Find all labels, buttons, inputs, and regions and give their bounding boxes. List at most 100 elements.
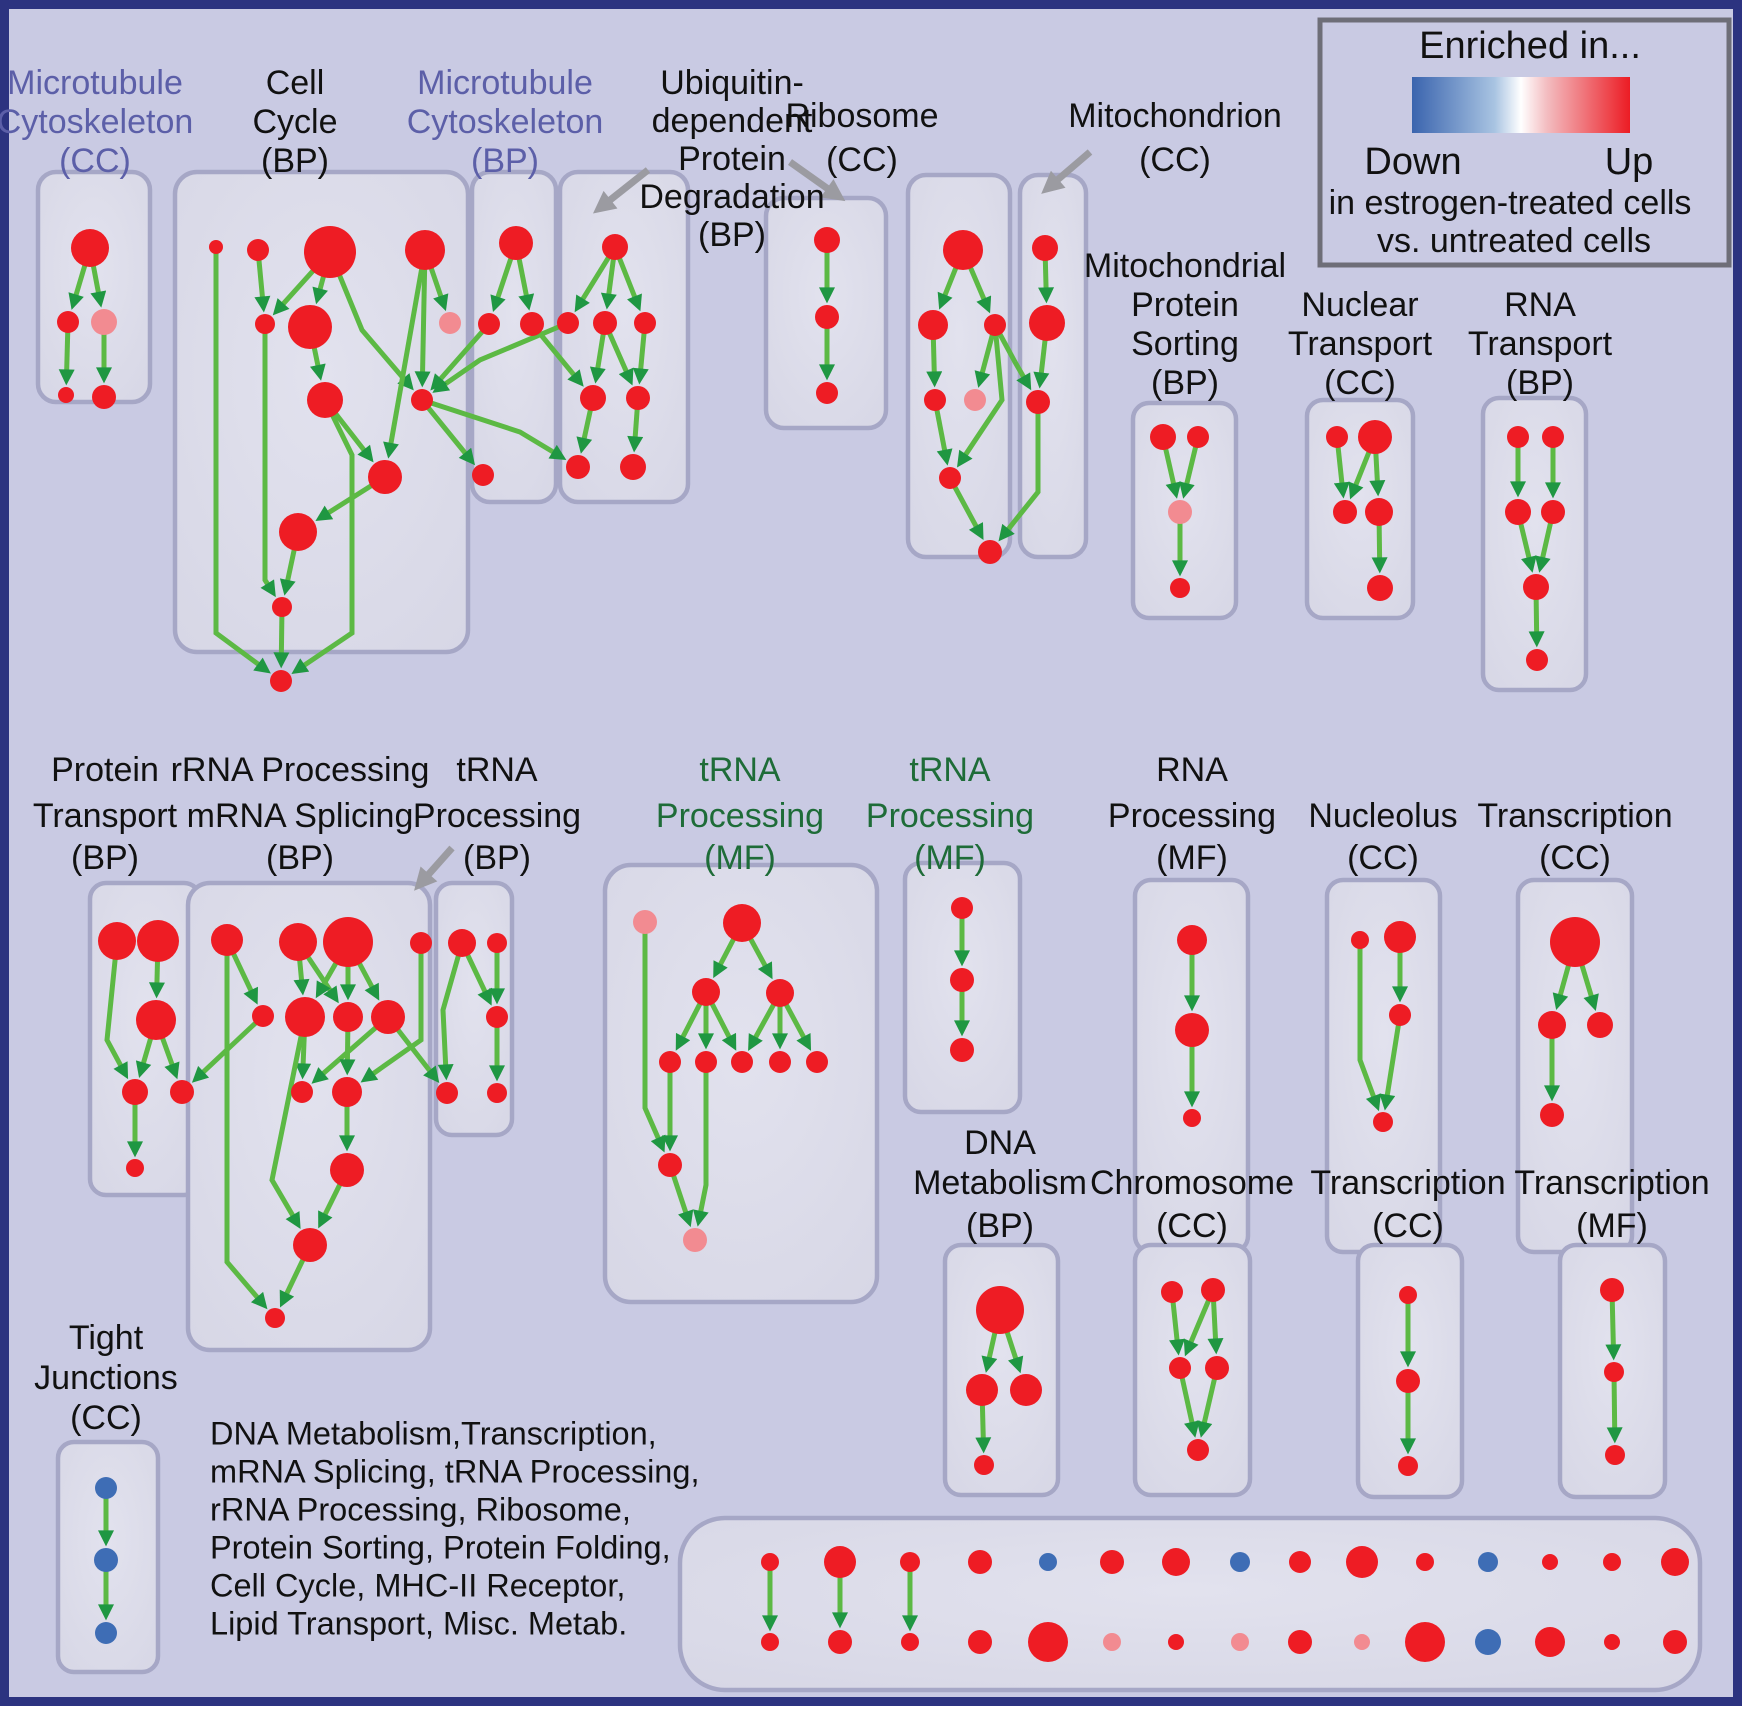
cluster-label-cell-cycle-bp-line3: (BP) [261, 142, 329, 180]
cluster-label-transcription-cc-bot-line2: (CC) [1372, 1207, 1444, 1245]
edge-pt.a-to-pt.d [104, 940, 129, 1080]
cluster-label-rna-transport-bp-line3: (BP) [1506, 364, 1574, 402]
edge-nu.c-to-nu.d [1379, 1014, 1403, 1111]
go-term-node-up-chr.b [1201, 1278, 1225, 1302]
go-term-node-up-cc.n [270, 670, 292, 692]
cluster-label-mt-cytoskeleton-bp-line2: Cytoskeleton [407, 103, 604, 141]
misc-categories-text-line4: Protein Sorting, Protein Folding, [210, 1530, 671, 1566]
cluster-label-trna-processing-mf-1-line3: (MF) [704, 839, 776, 877]
go-term-node-up-nu.a [1351, 931, 1369, 949]
cluster-label-rrna-processing-bp-line2: mRNA Splicing [187, 797, 414, 835]
go-term-node-up-ms.a [1150, 424, 1176, 450]
cluster-box-misc-enrichment-strip [677, 1515, 1703, 1693]
go-term-node-up-mtcc.d [58, 387, 74, 403]
cluster-box-ubiquitin-degradation-bp-1 [557, 169, 691, 505]
go-term-node-up-rib.ml [918, 310, 948, 340]
edge-cc.i-to-mtbp.k [420, 398, 476, 466]
cluster-label-trna-processing-mf-2-line2: Processing [866, 797, 1034, 835]
go-term-node-up-tbp.a [448, 929, 476, 957]
go-term-node-up-tmf.c [1605, 1445, 1625, 1465]
go-term-node-up-tm2.b [950, 968, 974, 992]
go-term-node-up-mtbp.k [472, 464, 494, 486]
go-term-node-up-tm1.c3 [731, 1051, 753, 1073]
go-term-node-up-chr.e [1187, 1439, 1209, 1461]
edge-nu.a-to-nu.d [1357, 940, 1381, 1112]
cluster-label-ubiquitin-degradation-bp-line4: Degradation [639, 178, 824, 216]
edge-rib.mr-to-rib.f2 [956, 324, 1005, 468]
go-term-node-up-ms.b [1187, 426, 1209, 448]
go-term-node-up-tm1.c1 [659, 1051, 681, 1073]
go-term-node-up-mtcc.a [71, 229, 109, 267]
go-term-node-up-mi.b13 [1535, 1627, 1565, 1657]
go-term-node-up-pt.a [98, 922, 136, 960]
cluster-label-dna-metabolism-bp-line2: Metabolism [913, 1164, 1087, 1202]
edge-cc.d-to-cc.i [414, 249, 431, 388]
go-term-node-up-tcb.a [1399, 1286, 1417, 1304]
cluster-label-rrna-processing-bp-line1: rRNA Processing [171, 751, 430, 789]
go-term-node-up-mtcc.b [57, 311, 79, 333]
go-term-node-up-dm.b [966, 1374, 998, 1406]
go-term-node-up-mi.t1 [761, 1553, 779, 1571]
go-term-node-up-rnat.f [1526, 649, 1548, 671]
cluster-label-mitochondrion-cc-line2: (CC) [1139, 141, 1211, 179]
cluster-label-mt-cytoskeleton-cc-line3: (CC) [59, 142, 131, 180]
go-term-node-up-ub2.c [816, 382, 838, 404]
go-term-node-up-ub2.a [814, 227, 840, 253]
go-term-node-up-cc.a [209, 240, 223, 254]
go-term-node-up-tcb.b [1396, 1369, 1420, 1393]
go-term-node-up-rr.w [293, 1228, 327, 1262]
cluster-label-chromosome-cc-line2: (CC) [1156, 1207, 1228, 1245]
cluster-box-ribosome-cc [905, 172, 1013, 560]
go-term-node-up-tbp.b [487, 933, 507, 953]
cluster-label-trna-processing-mf-1-line2: Processing [656, 797, 824, 835]
cluster-box-rna-transport-bp [1480, 395, 1589, 693]
go-term-node-up-dm.a [976, 1286, 1024, 1334]
cluster-label-ubiquitin-degradation-bp-line2: dependent [652, 102, 813, 140]
go-term-node-up-nu.d [1373, 1112, 1393, 1132]
go-term-node-up-mi.b4 [968, 1630, 992, 1654]
go-term-node-up-cc.d [405, 230, 445, 270]
go-term-node-up-ub1.n2 [626, 386, 650, 410]
cluster-box-microtubule-cytoskeleton-bp [469, 169, 559, 505]
edge-rr.r1-to-rr.x [224, 940, 268, 1310]
go-term-node-up-rnat.b [1542, 426, 1564, 448]
edge-cc.i-to-ub1.b1 [421, 397, 567, 460]
go-term-node-up-rib.mr [984, 314, 1006, 336]
cluster-label-transcription-mf-line2: (MF) [1576, 1207, 1648, 1245]
go-term-node-weak-up-cc.g [439, 312, 461, 334]
misc-categories-text-line5: Cell Cycle, MHC-II Receptor, [210, 1568, 625, 1604]
cluster-label-tight-junctions-cc-line2: Junctions [34, 1359, 178, 1397]
go-term-node-up-tm1.c2 [695, 1051, 717, 1073]
go-term-node-up-ub1.b1 [566, 455, 590, 479]
go-term-node-up-cc.i [411, 389, 433, 411]
cluster-label-mt-cytoskeleton-cc-line2: Cytoskeleton [0, 103, 193, 141]
go-term-node-up-nu.b [1384, 921, 1416, 953]
go-term-node-up-tcm.d [1540, 1103, 1564, 1127]
go-term-node-up-mi.b3 [901, 1633, 919, 1651]
go-term-node-up-mi.t9 [1289, 1551, 1311, 1573]
cluster-label-tight-junctions-cc-line3: (CC) [70, 1399, 142, 1437]
cluster-box-dna-metabolism-bp [942, 1242, 1061, 1498]
cluster-label-dna-metabolism-bp-line1: DNA [964, 1124, 1036, 1162]
go-term-node-up-tm1.f [658, 1153, 682, 1177]
go-term-node-weak-up-tm1.p [633, 910, 657, 934]
edge-rr.s1-to-pt.e [191, 1014, 265, 1083]
edge-tm1.c2-to-tm1.q [692, 1062, 709, 1227]
legend-box [1317, 17, 1732, 268]
go-term-node-weak-up-mi.b6 [1103, 1633, 1121, 1651]
cluster-label-trna-processing-bp-line3: (BP) [463, 839, 531, 877]
cluster-label-rna-processing-mf-line3: (MF) [1156, 839, 1228, 877]
legend-down-label: Down [1364, 141, 1461, 183]
go-term-node-up-rr.r4 [410, 932, 432, 954]
cluster-label-cell-cycle-bp-line2: Cycle [252, 103, 337, 141]
cluster-label-transcription-cc-mid-line1: Transcription [1477, 797, 1672, 835]
go-term-node-up-tm1.t [723, 904, 761, 942]
legend-up-label: Up [1605, 141, 1654, 183]
edge-mtbp.c1-to-cc.i [430, 322, 491, 391]
cluster-label-ribosome-cc-line1: Ribosome [785, 97, 938, 135]
go-term-node-up-chr.a [1161, 1281, 1183, 1303]
go-term-node-up-rib.f1 [924, 389, 946, 411]
cluster-label-trna-processing-mf-2-line1: tRNA [909, 751, 991, 789]
edge-mit.c-to-rib.b [998, 402, 1041, 542]
cluster-label-trna-processing-mf-2-line3: (MF) [914, 839, 986, 877]
